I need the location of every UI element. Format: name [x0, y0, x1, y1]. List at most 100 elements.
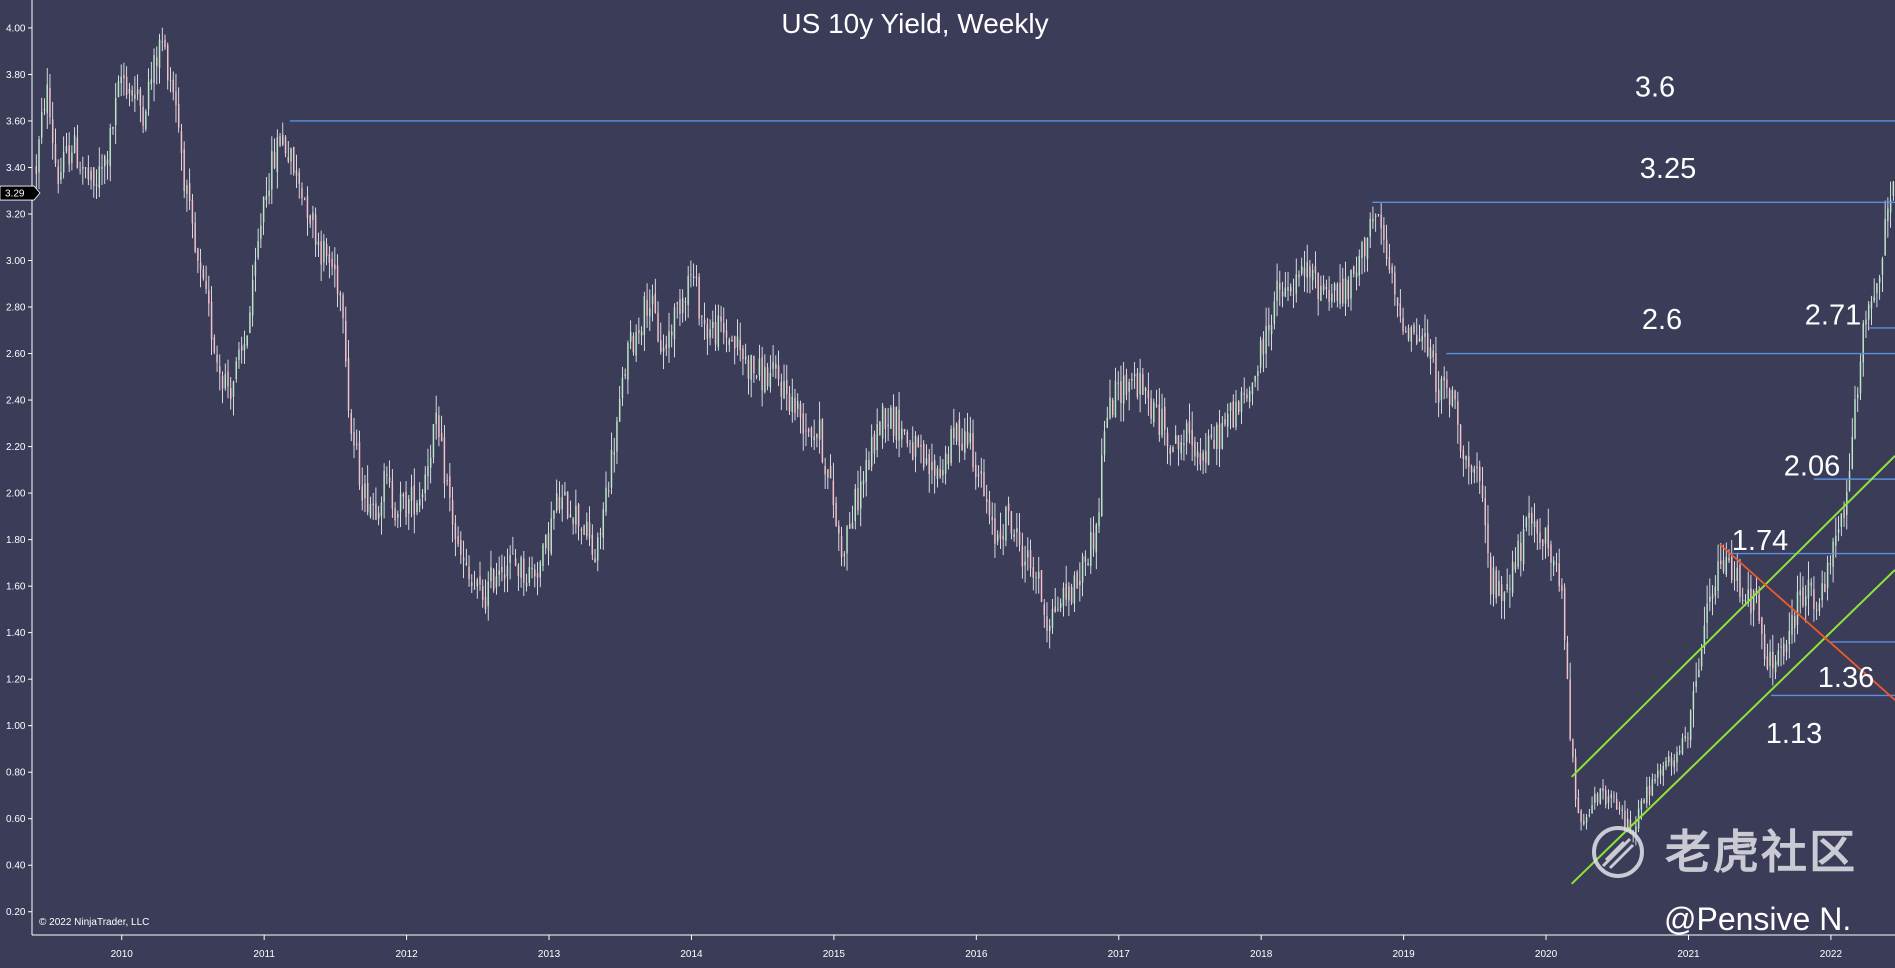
candle-body [791, 396, 794, 412]
candle-body [999, 531, 1002, 539]
candle-body [640, 331, 643, 336]
candle-body [1383, 224, 1385, 240]
candle-body [643, 296, 646, 335]
candle-body [1747, 589, 1749, 604]
candle-body [95, 184, 98, 187]
candle-body [561, 497, 563, 510]
candle-body [1717, 561, 1719, 591]
candle-body [676, 302, 678, 304]
candle-body [1550, 544, 1552, 563]
candle-body [859, 481, 862, 509]
candle-body [323, 240, 325, 263]
candle-body [188, 183, 191, 202]
candle-body [528, 567, 531, 583]
candle-body [1394, 272, 1396, 295]
candle-body [1164, 406, 1166, 430]
candle-body [1251, 382, 1254, 395]
candle-body [112, 126, 114, 129]
candle-body [246, 335, 248, 346]
candle-body [922, 443, 925, 468]
candle-body [607, 490, 610, 492]
candle-body [536, 573, 539, 578]
candle-body [1084, 556, 1087, 562]
candle-body [98, 166, 101, 188]
candle-body [972, 433, 974, 468]
candle-body [1007, 503, 1010, 512]
candle-body [1796, 591, 1799, 625]
candle-body [219, 366, 221, 374]
candle-body [1237, 401, 1240, 412]
candle-body [1046, 616, 1048, 631]
level-label: 2.06 [1784, 451, 1840, 483]
candle-body [432, 424, 435, 458]
candle-body [1018, 531, 1021, 546]
candle-body [1774, 661, 1777, 673]
candle-body [550, 518, 552, 554]
candle-body [955, 423, 958, 442]
candle-body [175, 91, 177, 105]
candle-body [84, 167, 87, 169]
candle-body [1563, 587, 1566, 641]
candle-body [1736, 567, 1738, 581]
candle-body [1498, 580, 1500, 597]
candle-body [1188, 421, 1191, 434]
candle-body [1350, 269, 1352, 299]
candle-body [1873, 296, 1875, 301]
x-tick-label: 2019 [1392, 949, 1415, 960]
candle-body [1235, 401, 1237, 428]
candle-body [1668, 756, 1670, 763]
candle-body [1446, 379, 1448, 388]
channel-line [1570, 455, 1895, 778]
candle-body [1506, 584, 1508, 590]
candle-body [586, 521, 588, 537]
x-tick-label: 2014 [680, 949, 703, 960]
candle-body [49, 87, 51, 118]
candle-body [1673, 760, 1675, 768]
candle-body [257, 241, 259, 258]
candle-body [202, 269, 205, 279]
candle-body [1155, 405, 1158, 407]
candle-body [1287, 286, 1289, 291]
candle-body [446, 480, 448, 482]
candle-body [786, 380, 788, 395]
candle-body [739, 339, 741, 351]
candle-body [514, 558, 517, 566]
candle-body [534, 569, 536, 577]
candle-body [1153, 402, 1155, 423]
candle-body [1259, 340, 1262, 368]
candle-body [40, 111, 43, 138]
candle-body [1487, 523, 1489, 553]
x-tick-label: 2016 [965, 949, 988, 960]
candle-body [1059, 603, 1062, 608]
candle-body [895, 407, 898, 440]
candle-body [1585, 816, 1588, 823]
candle-body [1684, 736, 1686, 739]
level-label: 2.6 [1642, 304, 1682, 336]
candle-body [147, 81, 150, 110]
candle-body [679, 299, 681, 314]
candle-body [1517, 540, 1519, 568]
candle-body [1514, 562, 1517, 570]
candle-body [410, 487, 413, 501]
candle-body [835, 502, 837, 527]
candle-body [618, 398, 621, 422]
candle-body [1791, 614, 1793, 635]
candle-body [629, 331, 632, 342]
candle-body [1144, 387, 1147, 392]
candle-body [1147, 390, 1150, 399]
candle-body [1457, 401, 1459, 425]
candle-body [1016, 528, 1018, 533]
candle-body [1599, 788, 1602, 804]
candle-body [1210, 434, 1213, 437]
candle-body [591, 534, 594, 555]
candle-body [1032, 567, 1035, 578]
candle-body [668, 331, 670, 348]
candle-body [166, 45, 169, 81]
candle-body [1580, 810, 1582, 823]
candle-body [1544, 527, 1547, 544]
candle-body [1867, 304, 1870, 320]
candle-body [331, 258, 333, 268]
candle-body [684, 301, 687, 303]
candle-body [1051, 609, 1054, 628]
candle-body [386, 474, 388, 476]
